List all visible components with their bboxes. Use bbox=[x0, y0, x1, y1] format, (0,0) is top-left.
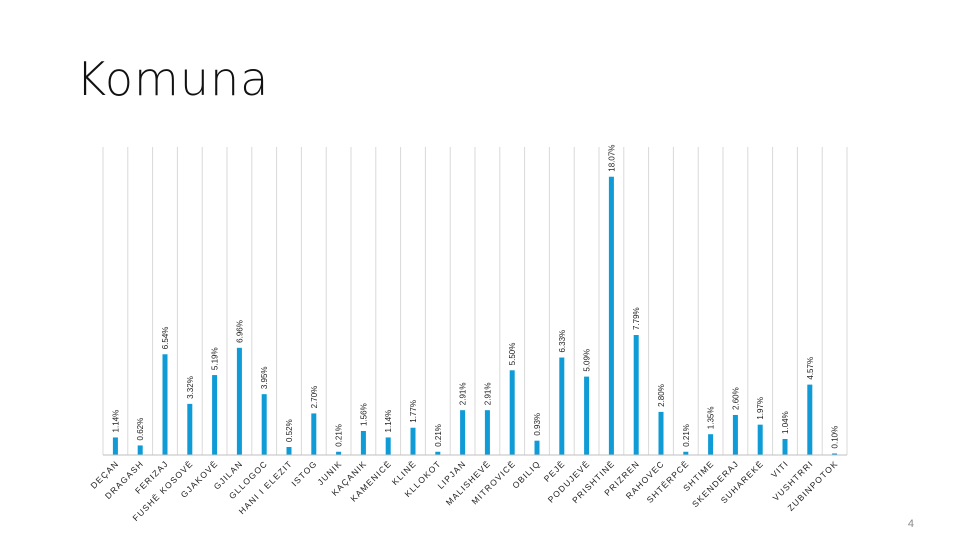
data-label: 2.60% bbox=[731, 387, 740, 410]
data-label: 2.91% bbox=[483, 382, 492, 405]
data-label: 0.21% bbox=[335, 424, 344, 447]
bar bbox=[212, 375, 218, 455]
data-label: 1.14% bbox=[384, 410, 393, 433]
data-label: 3.95% bbox=[260, 366, 269, 389]
bar bbox=[360, 430, 366, 455]
data-label: 1.97% bbox=[756, 397, 765, 420]
bar bbox=[311, 413, 317, 455]
bar bbox=[286, 446, 292, 455]
bar bbox=[435, 451, 441, 455]
bar bbox=[832, 453, 838, 455]
bar bbox=[658, 411, 664, 455]
data-label: 1.14% bbox=[111, 410, 120, 433]
data-label: 1.56% bbox=[359, 403, 368, 426]
bar bbox=[385, 437, 391, 455]
bar bbox=[236, 347, 242, 455]
category-tick-label: ISTOG bbox=[289, 458, 319, 488]
bar bbox=[683, 451, 689, 455]
bar bbox=[509, 370, 515, 455]
data-label: 5.09% bbox=[583, 349, 592, 372]
category-tick-label: VITI bbox=[769, 458, 790, 479]
data-label: 2.91% bbox=[459, 382, 468, 405]
data-label: 0.21% bbox=[434, 424, 443, 447]
bar bbox=[782, 438, 788, 455]
bar bbox=[708, 434, 714, 455]
bar bbox=[757, 424, 763, 455]
bar bbox=[460, 410, 466, 455]
data-label: 0.62% bbox=[136, 418, 145, 441]
data-label: 2.70% bbox=[310, 386, 319, 409]
bar bbox=[484, 410, 490, 455]
data-label: 18.07% bbox=[607, 145, 616, 172]
bar bbox=[162, 354, 168, 455]
data-label: 0.52% bbox=[285, 419, 294, 442]
bar bbox=[336, 451, 342, 455]
data-label: 0.93% bbox=[533, 413, 542, 436]
bar bbox=[261, 394, 267, 455]
page-number: 4 bbox=[907, 518, 914, 530]
bar bbox=[187, 403, 193, 455]
bar bbox=[807, 384, 813, 455]
data-labels: 1.14% 0.62% 6.54% 3.32% 5.19% 6.96% 3.95% 0.52%… bbox=[111, 145, 839, 449]
bar bbox=[732, 414, 738, 455]
bar bbox=[534, 440, 540, 455]
data-label: 3.32% bbox=[186, 376, 195, 399]
data-label: 1.35% bbox=[707, 407, 716, 430]
bar bbox=[584, 376, 590, 455]
grid-lines bbox=[102, 147, 848, 455]
bars bbox=[112, 176, 838, 456]
data-label: 4.57% bbox=[806, 357, 815, 380]
data-label: 5.19% bbox=[211, 347, 220, 370]
bar bbox=[137, 445, 143, 455]
data-label: 6.33% bbox=[558, 330, 567, 353]
data-label: 1.04% bbox=[781, 411, 790, 434]
data-label: 6.96% bbox=[235, 320, 244, 343]
data-label: 0.10% bbox=[831, 426, 840, 449]
data-label: 0.21% bbox=[682, 424, 691, 447]
bar bbox=[559, 357, 565, 455]
bar bbox=[608, 176, 614, 456]
bar bbox=[633, 335, 639, 455]
data-label: 2.80% bbox=[657, 384, 666, 407]
bar bbox=[410, 427, 416, 455]
data-label: 1.77% bbox=[409, 400, 418, 423]
slide-title: Komuna bbox=[76, 52, 270, 106]
data-label: 5.50% bbox=[508, 343, 517, 366]
bar bbox=[112, 437, 118, 455]
data-label: 6.54% bbox=[161, 327, 170, 350]
data-label: 7.79% bbox=[632, 307, 641, 330]
